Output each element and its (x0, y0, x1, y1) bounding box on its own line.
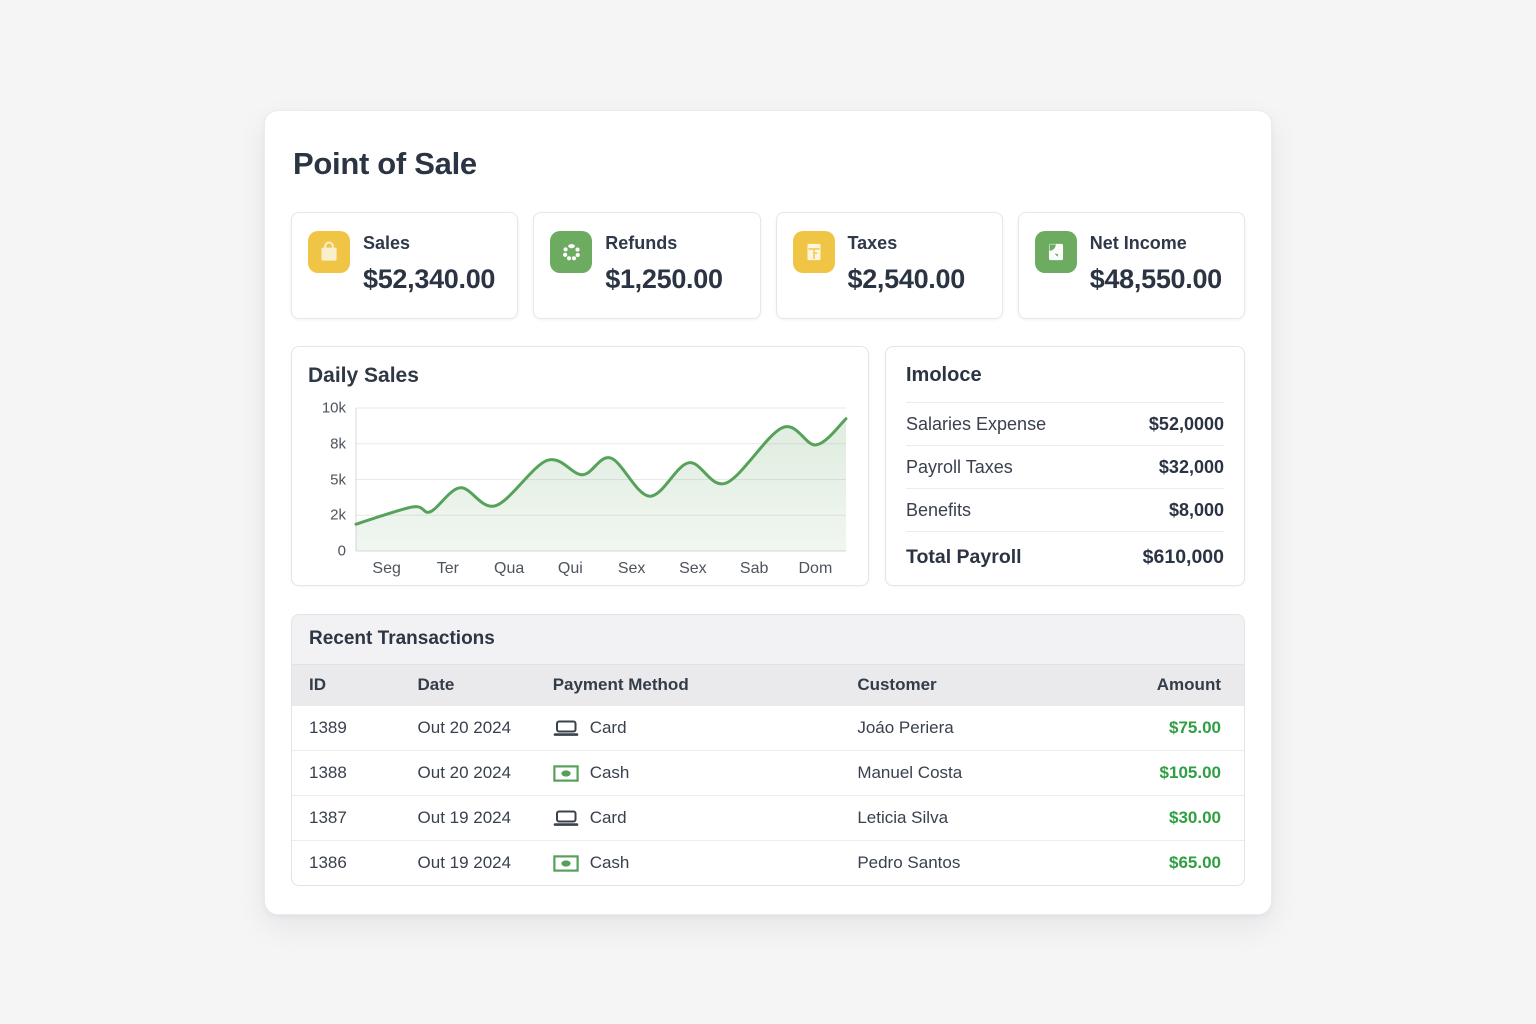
payroll-value: $52,0000 (1148, 414, 1224, 434)
cell-date: Out 19 2024 (400, 795, 536, 841)
cell-payment-method: Card (553, 718, 824, 738)
column-header-customer: Customer (857, 675, 937, 694)
payroll-title: Imoloce (906, 364, 1224, 403)
daily-sales-panel: Daily Sales 10k 8k 5k 2k 0 Seg Ter Qua Q… (291, 346, 869, 586)
payroll-total-label: Total Payroll (906, 546, 1022, 568)
refund-dots-icon (550, 231, 593, 273)
cell-customer: Pedro Santos (840, 840, 1136, 885)
table-row[interactable]: 1386 Out 19 2024 Cash Pedro Santos $65.0… (292, 840, 1244, 885)
table-row[interactable]: 1389 Out 20 2024 Card Joáo Periera $75.0… (292, 706, 1244, 751)
payroll-row-taxes: Payroll Taxes $32,000 (906, 446, 1224, 489)
payroll-row-benefits: Benefits $8,000 (906, 489, 1224, 532)
cell-amount: $30.00 (1135, 795, 1244, 841)
stat-value: $48,550.00 (1089, 264, 1222, 294)
cell-amount: $105.00 (1135, 750, 1244, 796)
payroll-row-salaries: Salaries Expense $52,0000 (906, 403, 1224, 446)
payroll-label: Payroll Taxes (906, 457, 1013, 477)
payroll-panel: Imoloce Salaries Expense $52,0000 Payrol… (885, 346, 1245, 586)
cell-payment-method: Card (553, 808, 824, 828)
x-axis-label: Sex (617, 560, 646, 577)
cash-icon (552, 854, 579, 872)
cell-id: 1388 (292, 750, 401, 796)
column-header-method: Payment Method (552, 675, 689, 694)
column-header-id: ID (309, 675, 326, 694)
stat-value: $2,540.00 (847, 264, 966, 294)
card-icon (553, 810, 578, 826)
receipt-icon (792, 231, 835, 273)
cell-date: Out 19 2024 (400, 840, 536, 885)
stat-card-sales[interactable]: Sales $52,340.00 (291, 212, 519, 319)
cell-customer: Joáo Periera (857, 718, 954, 737)
chart-x-axis: Seg Ter Qua Qui Sex Sex Sab Dom (356, 551, 846, 578)
cell-customer: Leticia Silva (840, 795, 1136, 841)
x-axis-label: Qui (557, 560, 583, 577)
payroll-label: Benefits (906, 500, 972, 520)
y-axis-label: 0 (337, 542, 346, 560)
column-header-amount: Amount (1156, 675, 1221, 694)
cell-id: 1387 (292, 795, 401, 841)
x-axis-label: Dom (798, 560, 833, 577)
table-row[interactable]: 1388 Out 20 2024 Cash Manuel Costa $105.… (292, 750, 1244, 796)
document-leaf-icon (1034, 231, 1077, 273)
middle-row: Daily Sales 10k 8k 5k 2k 0 Seg Ter Qua Q… (291, 346, 1245, 586)
cell-date: Out 20 2024 (417, 718, 512, 737)
cell-amount: $65.00 (1135, 840, 1244, 885)
x-axis-label: Sex (679, 560, 707, 577)
stat-label: Sales (363, 233, 411, 253)
y-axis-label: 10k (321, 399, 346, 417)
column-header-date: Date (417, 675, 455, 694)
cell-amount: $75.00 (1169, 718, 1221, 737)
payroll-value: $8,000 (1168, 500, 1224, 520)
transactions-table: ID Date Payment Method Customer Amount 1… (292, 665, 1244, 885)
cell-id: 1386 (292, 840, 401, 885)
transactions-title: Recent Transactions (292, 615, 1244, 665)
cell-payment-method: Cash (552, 763, 824, 783)
stat-value: $1,250.00 (605, 264, 723, 294)
sales-line-chart (356, 408, 846, 551)
page-title: Point of Sale (293, 146, 477, 181)
stat-value: $52,340.00 (363, 264, 496, 294)
stats-row: Sales $52,340.00 Refunds $1,250.00 (291, 212, 1245, 319)
transactions-panel: Recent Transactions ID Date Payment Meth… (291, 614, 1245, 886)
stat-label: Taxes (847, 233, 898, 253)
cell-id: 1389 (309, 718, 347, 737)
payroll-total-value: $610,000 (1142, 546, 1224, 568)
stat-card-taxes[interactable]: Taxes $2,540.00 (775, 212, 1003, 319)
cash-icon (552, 764, 579, 782)
y-axis-label: 8k (330, 435, 346, 453)
stat-card-refunds[interactable]: Refunds $1,250.00 (533, 212, 761, 319)
cell-customer: Manuel Costa (840, 750, 1136, 796)
chart-title: Daily Sales (308, 364, 419, 387)
y-axis-label: 5k (330, 471, 346, 488)
x-axis-label: Sab (739, 560, 769, 577)
pos-dashboard-card: Point of Sale Sales $52,340.00 (264, 110, 1272, 915)
stat-label: Net Income (1089, 233, 1187, 253)
x-axis-label: Qua (494, 560, 525, 577)
stat-label: Refunds (605, 233, 678, 253)
chart-y-axis: 10k 8k 5k 2k 0 (308, 401, 346, 559)
payroll-value: $32,000 (1158, 457, 1224, 477)
cell-payment-method: Cash (552, 853, 824, 873)
shopping-bag-icon (308, 231, 350, 273)
payroll-label: Salaries Expense (906, 414, 1047, 434)
cell-date: Out 20 2024 (400, 750, 536, 796)
x-axis-label: Seg (372, 560, 401, 577)
stat-card-net-income[interactable]: Net Income $48,550.00 (1017, 212, 1245, 319)
payroll-row-total: Total Payroll $610,000 (906, 532, 1224, 579)
table-row[interactable]: 1387 Out 19 2024 Card Leticia Silva $30.… (292, 795, 1244, 841)
card-icon (553, 720, 578, 736)
table-header-row: ID Date Payment Method Customer Amount (292, 665, 1244, 706)
y-axis-label: 2k (330, 506, 346, 524)
x-axis-label: Ter (436, 560, 459, 577)
